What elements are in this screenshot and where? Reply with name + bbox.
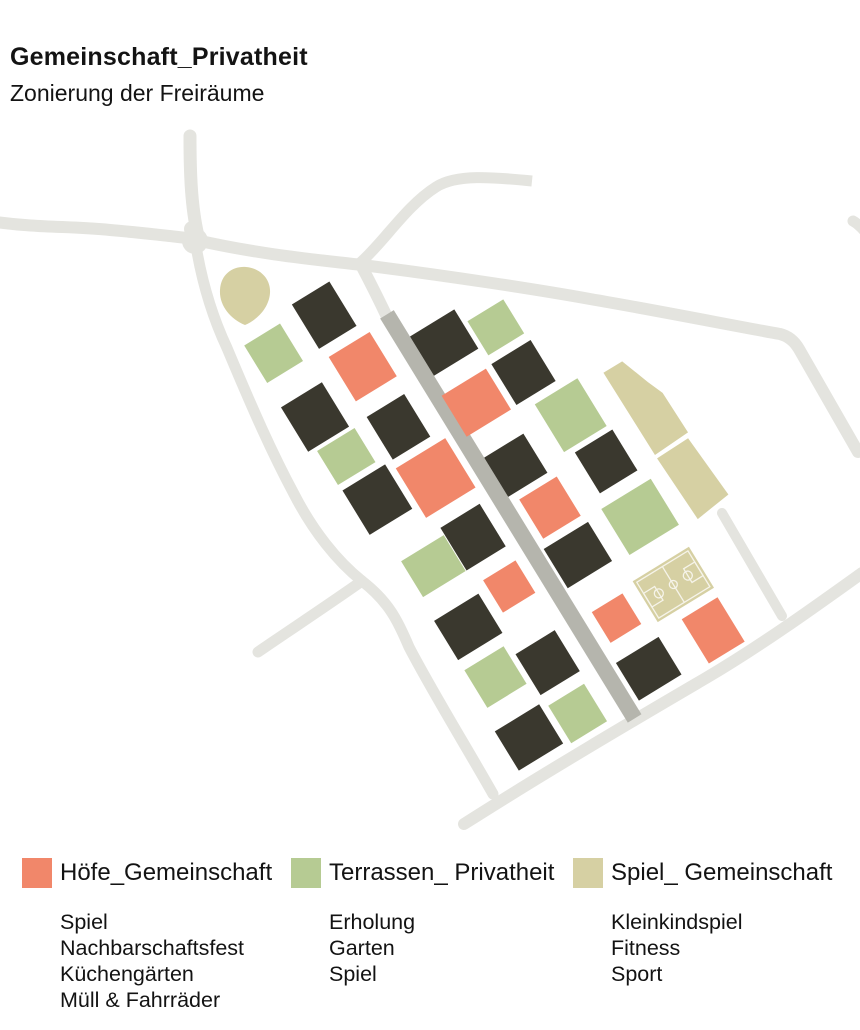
zone-hof xyxy=(681,597,745,664)
road-edge-stub xyxy=(847,215,860,235)
zone-hof xyxy=(591,593,642,643)
zone-spiel-strip xyxy=(603,361,689,455)
road-west xyxy=(0,216,202,245)
road-northwest-boundary xyxy=(190,240,499,800)
zone-spiel-strip xyxy=(657,438,729,520)
building-block xyxy=(291,281,357,349)
page-subtitle: Zonierung der Freiräume xyxy=(10,80,265,106)
building-block xyxy=(440,503,506,571)
road-dead-end xyxy=(356,172,533,268)
road-east-connector xyxy=(717,508,787,621)
zone-hof xyxy=(519,476,581,539)
central-street xyxy=(380,310,642,723)
zone-terrasse xyxy=(601,478,679,556)
page-title: Gemeinschaft_Privatheit xyxy=(10,42,308,71)
basketball-court xyxy=(632,546,715,623)
building-block xyxy=(615,636,682,701)
street-approach xyxy=(355,259,394,325)
building-block xyxy=(280,382,350,452)
zone-hof xyxy=(328,331,397,402)
zone-hof xyxy=(483,560,536,613)
building-block xyxy=(494,704,564,771)
entry-green-blob xyxy=(219,266,271,325)
zone-terrasse xyxy=(534,378,607,453)
zone-terrasse xyxy=(244,323,304,383)
zone-hof xyxy=(395,438,476,518)
zone-terrasse xyxy=(317,427,376,486)
building-block xyxy=(409,309,479,376)
zone-terrasse xyxy=(548,683,608,744)
zone-terrasse xyxy=(464,646,527,708)
road-network xyxy=(0,129,860,830)
housing-cluster xyxy=(244,281,745,771)
road-junction-north xyxy=(184,221,200,237)
zone-terrasse xyxy=(467,299,525,356)
road-southwest-stub xyxy=(252,575,368,658)
road-southeast-boundary xyxy=(458,567,860,830)
road-north xyxy=(183,129,205,243)
building-block xyxy=(515,630,580,696)
building-block xyxy=(543,521,613,589)
road-northeast xyxy=(190,234,860,458)
building-block xyxy=(484,433,548,497)
building-block xyxy=(574,429,638,494)
building-block xyxy=(342,464,413,535)
zone-terrasse xyxy=(401,535,466,598)
building-block xyxy=(366,394,431,460)
building-block xyxy=(434,593,503,661)
building-block xyxy=(491,340,556,406)
zone-hof xyxy=(441,368,511,437)
